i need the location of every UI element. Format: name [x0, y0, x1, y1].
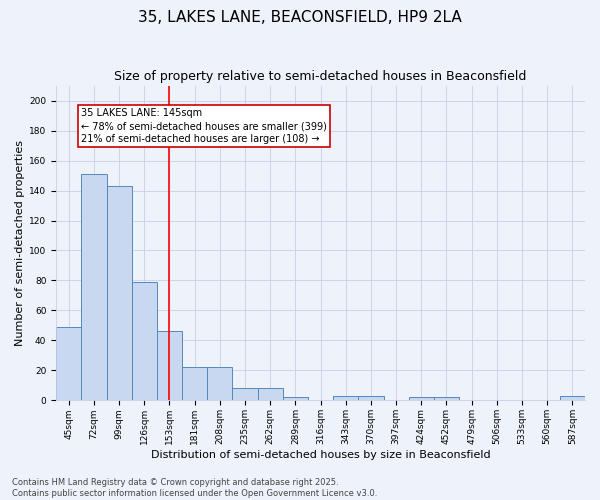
- Bar: [182, 368, 207, 400]
- Bar: [232, 388, 257, 400]
- Title: Size of property relative to semi-detached houses in Beaconsfield: Size of property relative to semi-detach…: [115, 70, 527, 83]
- Text: Contains HM Land Registry data © Crown copyright and database right 2025.
Contai: Contains HM Land Registry data © Crown c…: [12, 478, 377, 498]
- Bar: [409, 398, 434, 400]
- Bar: [107, 186, 131, 400]
- Bar: [82, 174, 107, 400]
- X-axis label: Distribution of semi-detached houses by size in Beaconsfield: Distribution of semi-detached houses by …: [151, 450, 490, 460]
- Y-axis label: Number of semi-detached properties: Number of semi-detached properties: [15, 140, 25, 346]
- Bar: [207, 368, 232, 400]
- Bar: [157, 332, 182, 400]
- Bar: [257, 388, 283, 400]
- Bar: [358, 396, 383, 400]
- Text: 35, LAKES LANE, BEACONSFIELD, HP9 2LA: 35, LAKES LANE, BEACONSFIELD, HP9 2LA: [138, 10, 462, 25]
- Bar: [56, 327, 82, 400]
- Bar: [131, 282, 157, 401]
- Bar: [434, 398, 459, 400]
- Bar: [560, 396, 585, 400]
- Bar: [283, 398, 308, 400]
- Bar: [333, 396, 358, 400]
- Text: 35 LAKES LANE: 145sqm
← 78% of semi-detached houses are smaller (399)
21% of sem: 35 LAKES LANE: 145sqm ← 78% of semi-deta…: [82, 108, 327, 144]
